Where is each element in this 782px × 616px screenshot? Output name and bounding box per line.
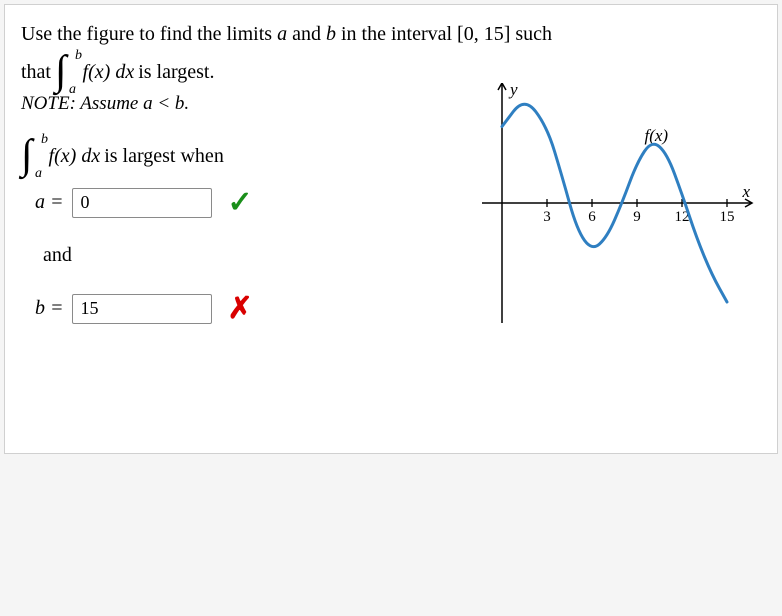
check-icon: ✓	[228, 185, 253, 220]
svg-text:9: 9	[633, 209, 641, 225]
integral-symbol: ∫ b a	[21, 141, 33, 170]
input-b[interactable]	[72, 294, 212, 324]
integral-lower: a	[35, 169, 42, 179]
label-a: a =	[35, 191, 64, 214]
input-a[interactable]	[72, 188, 212, 218]
text: and	[287, 23, 326, 45]
svg-text:y: y	[508, 83, 518, 99]
integral-upper: b	[75, 51, 82, 61]
integral-expression: ∫ b a f(x) dx	[55, 57, 134, 87]
integrand: f(x) dx	[49, 141, 101, 171]
integral-lower: a	[69, 85, 76, 95]
text: that	[21, 57, 51, 87]
integral-upper: b	[41, 135, 48, 145]
text: is largest when	[104, 141, 224, 171]
label-b: b =	[35, 297, 64, 320]
text: in the interval [0, 15] such	[336, 23, 552, 45]
svg-text:x: x	[741, 182, 750, 201]
var-a: a	[277, 23, 287, 45]
question-line-1: Use the figure to find the limits a and …	[21, 19, 761, 49]
integral-expression-2: ∫ b a f(x) dx	[21, 141, 100, 171]
integrand: f(x) dx	[83, 57, 135, 87]
svg-text:f(x): f(x)	[645, 126, 669, 145]
svg-text:6: 6	[588, 209, 596, 225]
svg-text:15: 15	[720, 209, 735, 225]
text: Use the figure to find the limits	[21, 23, 277, 45]
var-b: b	[326, 23, 336, 45]
cross-icon: ✗	[228, 291, 253, 326]
function-chart: 3691215yxf(x)	[482, 83, 757, 323]
text: is largest.	[138, 57, 214, 87]
svg-text:3: 3	[543, 209, 551, 225]
integral-symbol: ∫ b a	[55, 57, 67, 86]
question-panel: Use the figure to find the limits a and …	[4, 4, 778, 454]
